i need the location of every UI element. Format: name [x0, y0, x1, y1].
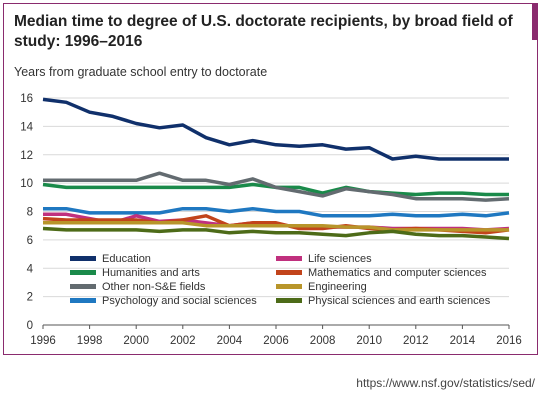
x-tick-label: 1998 [77, 335, 103, 347]
x-tick-label: 1996 [30, 335, 56, 347]
legend-label: Mathematics and computer sciences [308, 267, 487, 279]
corner-accent [532, 4, 537, 40]
x-tick-label: 2008 [310, 335, 336, 347]
legend: Education Humanities and arts Other non-S&… [70, 253, 491, 307]
y-tick-label: 0 [27, 320, 33, 332]
source-link[interactable]: https://www.nsf.gov/statistics/sed/ [356, 376, 535, 390]
legend-item-mathematics-and-computer-sciences: Mathematics and computer sciences [276, 267, 487, 279]
legend-swatch [70, 298, 96, 303]
y-tick-label: 6 [27, 235, 33, 247]
x-tick-label: 2000 [123, 335, 149, 347]
legend-label: Engineering [308, 281, 367, 293]
x-tick-label: 2014 [450, 335, 476, 347]
x-tick-label: 2016 [496, 335, 522, 347]
x-tick-label: 2006 [263, 335, 289, 347]
chart-title: Median time to degree of U.S. doctorate … [14, 13, 513, 50]
legend-item-engineering: Engineering [276, 281, 367, 293]
legend-label: Psychology and social sciences [102, 295, 257, 307]
chart-subtitle: Years from graduate school entry to doct… [14, 65, 268, 79]
legend-item-education: Education [70, 253, 151, 265]
y-tick-label: 2 [27, 292, 33, 304]
legend-swatch [70, 270, 96, 275]
series-line-other-non-s-e-fields [43, 171, 510, 202]
y-tick-label: 14 [20, 121, 33, 133]
axes: 0 2 4 6 8 10 12 14 16 1996 1998 2000 2002 2004 2006 200… [20, 93, 522, 347]
y-tick-label: 12 [20, 150, 33, 162]
legend-swatch [276, 256, 302, 261]
y-tick-label: 4 [27, 263, 34, 275]
y-tick-label: 10 [20, 178, 33, 190]
legend-swatch [70, 284, 96, 289]
x-tick-label: 2010 [356, 335, 382, 347]
line-chart: 0 2 4 6 8 10 12 14 16 1996 1998 2000 2002 2004 2006 200… [20, 93, 522, 347]
legend-item-other-non-s-e-fields: Other non-S&E fields [70, 281, 206, 293]
y-tick-label: 16 [20, 93, 33, 105]
legend-swatch [70, 256, 96, 261]
series-line-psychology-and-social-sciences [43, 206, 510, 218]
legend-swatch [276, 270, 302, 275]
legend-item-humanities-and-arts: Humanities and arts [70, 267, 200, 279]
x-tick-label: 2004 [217, 335, 243, 347]
legend-label: Humanities and arts [102, 267, 200, 279]
x-tick-label: 2002 [170, 335, 196, 347]
legend-label: Physical sciences and earth sciences [308, 295, 491, 307]
series-line-education [42, 97, 509, 161]
x-tick-label: 2012 [403, 335, 429, 347]
series-line-engineering [43, 221, 509, 232]
legend-label: Life sciences [308, 253, 372, 265]
legend-item-life-sciences: Life sciences [276, 253, 372, 265]
legend-item-psychology-and-social-sciences: Psychology and social sciences [70, 295, 257, 307]
y-tick-label: 8 [27, 207, 33, 219]
legend-label: Other non-S&E fields [102, 281, 206, 293]
series-line-physical-sciences-and-earth-sciences [42, 226, 510, 241]
legend-swatch [276, 298, 302, 303]
legend-swatch [276, 284, 302, 289]
legend-item-physical-sciences-and-earth-sciences: Physical sciences and earth sciences [276, 295, 491, 307]
series-lines [42, 97, 510, 241]
legend-label: Education [102, 253, 151, 265]
